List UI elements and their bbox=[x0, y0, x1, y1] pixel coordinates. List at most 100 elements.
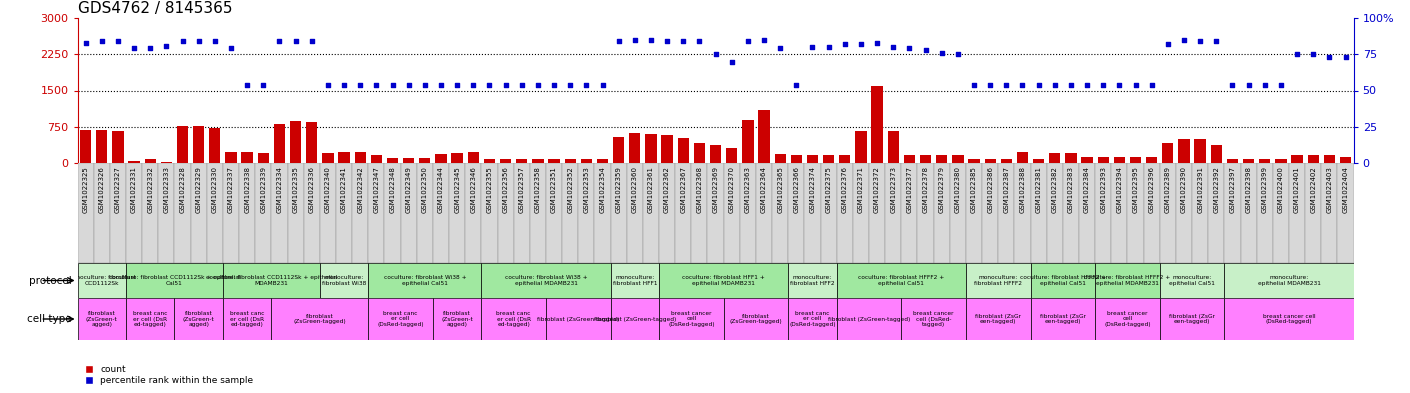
Point bbox=[203, 38, 226, 44]
Bar bbox=[1241, 163, 1256, 263]
Bar bbox=[564, 159, 575, 163]
Bar bbox=[950, 163, 966, 263]
Point bbox=[90, 38, 113, 44]
Point bbox=[413, 82, 436, 88]
Bar bbox=[1244, 159, 1255, 163]
Bar bbox=[1259, 159, 1270, 163]
Bar bbox=[678, 138, 689, 163]
Bar bbox=[1034, 159, 1045, 163]
Point bbox=[833, 41, 856, 47]
Bar bbox=[368, 263, 481, 298]
Text: GSM1022366: GSM1022366 bbox=[794, 166, 799, 213]
Point bbox=[558, 82, 581, 88]
Bar bbox=[888, 131, 900, 163]
Bar bbox=[145, 159, 157, 163]
Bar bbox=[1224, 298, 1354, 340]
Bar bbox=[740, 163, 756, 263]
Bar bbox=[258, 153, 269, 163]
Bar bbox=[952, 155, 963, 163]
Text: fibroblast (ZsGr
een-tagged): fibroblast (ZsGr een-tagged) bbox=[1039, 314, 1086, 324]
Text: GSM1022335: GSM1022335 bbox=[293, 166, 299, 213]
Bar bbox=[271, 163, 288, 263]
Bar bbox=[1096, 298, 1160, 340]
Text: GSM1022337: GSM1022337 bbox=[228, 166, 234, 213]
Bar bbox=[78, 298, 125, 340]
Text: GSM1022348: GSM1022348 bbox=[389, 166, 396, 213]
Bar bbox=[853, 163, 869, 263]
Point bbox=[753, 37, 776, 43]
Bar bbox=[1031, 263, 1096, 298]
Text: GSM1022385: GSM1022385 bbox=[971, 166, 977, 213]
Bar bbox=[723, 163, 740, 263]
Bar bbox=[128, 161, 140, 163]
Bar bbox=[498, 163, 513, 263]
Bar bbox=[175, 298, 223, 340]
Text: GSM1022360: GSM1022360 bbox=[632, 166, 637, 213]
Bar bbox=[904, 155, 915, 163]
Bar bbox=[125, 163, 142, 263]
Text: GSM1022341: GSM1022341 bbox=[341, 166, 347, 213]
Point bbox=[510, 82, 533, 88]
Text: GSM1022394: GSM1022394 bbox=[1117, 166, 1122, 213]
Bar bbox=[1129, 157, 1141, 163]
Text: fibroblast (ZsGreen-tagged): fibroblast (ZsGreen-tagged) bbox=[594, 316, 675, 321]
Text: fibroblast (ZsGr
een-tagged): fibroblast (ZsGr een-tagged) bbox=[976, 314, 1021, 324]
Text: GSM1022350: GSM1022350 bbox=[422, 166, 427, 213]
Bar bbox=[1273, 163, 1289, 263]
Bar bbox=[885, 163, 901, 263]
Point bbox=[155, 42, 178, 49]
Text: fibroblast (ZsGreen-tagged): fibroblast (ZsGreen-tagged) bbox=[828, 316, 911, 321]
Bar bbox=[1160, 263, 1224, 298]
Bar bbox=[661, 135, 673, 163]
Bar bbox=[1338, 163, 1354, 263]
Bar bbox=[1114, 157, 1125, 163]
Bar bbox=[403, 158, 415, 163]
Text: monoculture:
fibroblast Wi38: monoculture: fibroblast Wi38 bbox=[321, 275, 367, 286]
Text: monoculture:
epithelial Cal51: monoculture: epithelial Cal51 bbox=[1169, 275, 1215, 286]
Text: breast canc
er cell (DsR
ed-tagged): breast canc er cell (DsR ed-tagged) bbox=[496, 311, 530, 327]
Point bbox=[446, 82, 468, 88]
Text: GSM1022345: GSM1022345 bbox=[454, 166, 460, 213]
Bar bbox=[274, 124, 285, 163]
Text: GSM1022391: GSM1022391 bbox=[1197, 166, 1203, 213]
Bar bbox=[1324, 155, 1335, 163]
Bar bbox=[546, 298, 611, 340]
Text: GSM1022356: GSM1022356 bbox=[502, 166, 509, 213]
Bar bbox=[484, 159, 495, 163]
Text: GSM1022384: GSM1022384 bbox=[1084, 166, 1090, 213]
Point bbox=[140, 45, 162, 51]
Bar bbox=[371, 155, 382, 163]
Bar bbox=[1031, 163, 1046, 263]
Bar bbox=[1001, 159, 1012, 163]
Text: GSM1022371: GSM1022371 bbox=[857, 166, 864, 213]
Bar bbox=[161, 162, 172, 163]
Text: GSM1022340: GSM1022340 bbox=[324, 166, 331, 213]
Bar bbox=[1179, 139, 1190, 163]
Text: fibroblast (ZsGr
een-tagged): fibroblast (ZsGr een-tagged) bbox=[1169, 314, 1215, 324]
Bar bbox=[807, 155, 818, 163]
Point bbox=[914, 47, 936, 53]
Point bbox=[1301, 51, 1324, 57]
Bar bbox=[501, 159, 512, 163]
Bar bbox=[433, 163, 448, 263]
Text: GSM1022346: GSM1022346 bbox=[471, 166, 477, 213]
Bar bbox=[595, 163, 611, 263]
Bar bbox=[933, 163, 950, 263]
Text: GSM1022368: GSM1022368 bbox=[697, 166, 702, 213]
Text: GSM1022379: GSM1022379 bbox=[939, 166, 945, 213]
Text: GSM1022393: GSM1022393 bbox=[1100, 166, 1107, 213]
Text: breast cancer cell
(DsRed-tagged): breast cancer cell (DsRed-tagged) bbox=[1263, 314, 1316, 324]
Bar bbox=[546, 163, 563, 263]
Point bbox=[220, 45, 243, 51]
Bar bbox=[1146, 157, 1158, 163]
Bar bbox=[869, 163, 885, 263]
Bar bbox=[723, 298, 788, 340]
Bar bbox=[658, 163, 675, 263]
Bar bbox=[1191, 163, 1208, 263]
Bar bbox=[96, 130, 107, 163]
Point bbox=[188, 38, 210, 44]
Bar bbox=[465, 163, 481, 263]
Text: GSM1022403: GSM1022403 bbox=[1327, 166, 1332, 213]
Text: GDS4762 / 8145365: GDS4762 / 8145365 bbox=[78, 1, 233, 16]
Point bbox=[721, 58, 743, 64]
